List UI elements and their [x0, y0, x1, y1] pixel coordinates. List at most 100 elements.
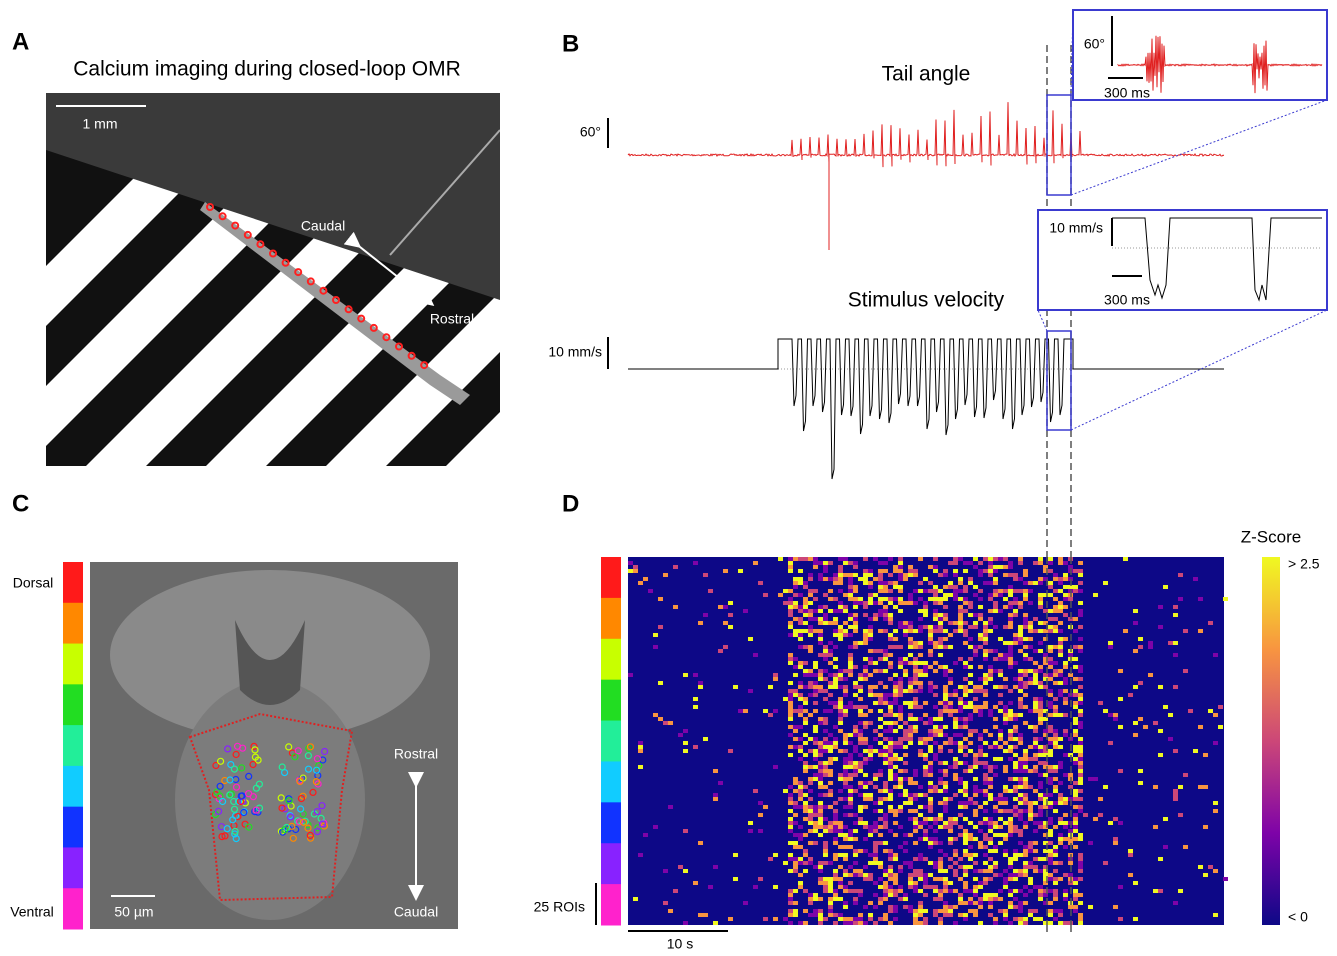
heat-cell [943, 701, 948, 705]
roi-marker [227, 760, 235, 769]
heat-cell [868, 673, 873, 677]
heat-cell [838, 589, 843, 593]
heat-cell [973, 729, 978, 733]
heat-cell [823, 645, 828, 649]
heat-cell [848, 789, 853, 793]
roi-marker [321, 747, 329, 756]
heat-cell [1003, 801, 1008, 805]
heat-cell [948, 741, 953, 745]
panel-label: D [562, 490, 579, 517]
heat-cell [908, 877, 913, 881]
heat-cell [918, 749, 923, 753]
heat-cell [1023, 657, 1028, 661]
heat-cell [898, 621, 903, 625]
roi-marker [252, 806, 260, 814]
heat-cell [838, 913, 843, 917]
heat-cell [943, 821, 948, 825]
heat-cell [753, 561, 758, 565]
heat-cell [913, 797, 918, 801]
heat-cell [858, 733, 863, 737]
heat-cell [908, 685, 913, 689]
heat-cell [788, 709, 793, 713]
heat-cell [1053, 745, 1058, 749]
heat-cell [1043, 841, 1048, 845]
heat-cell [788, 857, 793, 861]
heat-cell [798, 605, 803, 609]
roi-marker [217, 757, 225, 765]
heat-cell [813, 825, 818, 829]
heat-cell [1038, 601, 1043, 605]
heat-cell [963, 885, 968, 889]
heat-cell [818, 805, 823, 809]
heat-cell [1053, 869, 1058, 873]
heat-cell [1063, 665, 1068, 669]
heat-cell [1048, 877, 1053, 881]
heat-cell [1033, 857, 1038, 861]
heat-cell [1023, 821, 1028, 825]
heat-cell [793, 577, 798, 581]
heat-cell [918, 581, 923, 585]
heat-cell [883, 841, 888, 845]
heat-cell [838, 625, 843, 629]
heat-cell [913, 657, 918, 661]
heat-cell [788, 657, 793, 661]
heat-cell [978, 573, 983, 577]
heat-cell [833, 825, 838, 829]
heat-cell [923, 753, 928, 757]
heat-cell [983, 897, 988, 901]
heat-cell [993, 725, 998, 729]
heat-cell [1063, 773, 1068, 777]
heat-cell [878, 613, 883, 617]
heat-cell [968, 601, 973, 605]
heat-cell [1018, 889, 1023, 893]
heat-cell [898, 585, 903, 589]
heat-cell [1018, 777, 1023, 781]
heat-cell [888, 573, 893, 577]
heat-cell [963, 769, 968, 773]
roi-marker [226, 776, 234, 784]
heat-cell [908, 569, 913, 573]
heat-cell [968, 845, 973, 849]
heat-cell [848, 813, 853, 817]
heat-cell [913, 913, 918, 917]
heat-cell [873, 857, 878, 861]
heat-cell [1038, 701, 1043, 705]
heat-cell [1048, 873, 1053, 877]
heat-cell [818, 909, 823, 913]
heat-cell [788, 705, 793, 709]
heat-cell [888, 601, 893, 605]
heat-cell [938, 869, 943, 873]
heat-cell [793, 585, 798, 589]
heat-cell [1078, 601, 1083, 605]
heat-cell [893, 813, 898, 817]
heat-cell [843, 757, 848, 761]
heat-cell [833, 629, 838, 633]
heat-cell [1078, 893, 1083, 897]
heat-cell [808, 625, 813, 629]
heat-cell [783, 789, 788, 793]
heat-cell [978, 633, 983, 637]
heat-cell [938, 789, 943, 793]
heat-cell [918, 853, 923, 857]
heat-cell [828, 653, 833, 657]
heat-cell [838, 581, 843, 585]
heat-cell [1078, 857, 1083, 861]
heat-cell [803, 869, 808, 873]
heat-cell [863, 633, 868, 637]
heat-cell [1013, 685, 1018, 689]
heat-cell [793, 689, 798, 693]
heat-cell [1023, 801, 1028, 805]
heat-cell [933, 593, 938, 597]
heat-cell [988, 709, 993, 713]
heat-cell [868, 913, 873, 917]
heat-cell [993, 865, 998, 869]
roi-marker [215, 807, 223, 815]
heat-cell [1023, 809, 1028, 813]
heat-cell [1028, 865, 1033, 869]
heat-cell [1063, 577, 1068, 581]
heat-cell [888, 769, 893, 773]
heat-cell [1128, 853, 1133, 857]
heat-cell [683, 869, 688, 873]
heat-cell [883, 873, 888, 877]
heat-cell [838, 877, 843, 881]
